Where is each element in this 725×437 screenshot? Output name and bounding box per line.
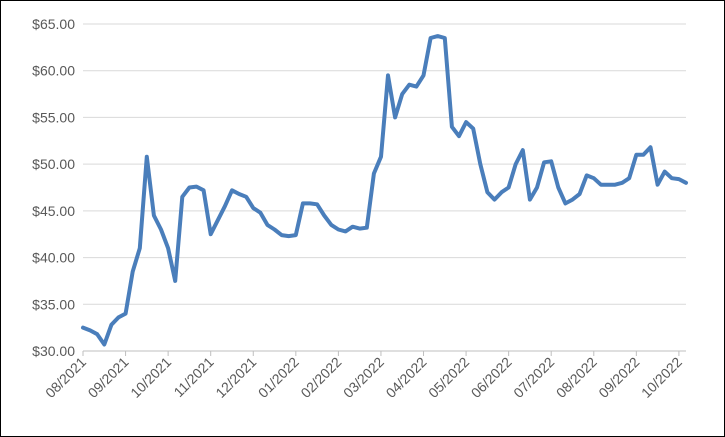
y-tick-label: $55.00 — [32, 109, 75, 125]
y-tick-label: $45.00 — [32, 203, 75, 219]
price-line — [81, 34, 688, 347]
y-tick-label: $35.00 — [32, 296, 75, 312]
y-tick-label: $50.00 — [32, 156, 75, 172]
y-tick-label: $30.00 — [32, 343, 75, 359]
y-tick-label: $60.00 — [32, 63, 75, 79]
y-tick-label: $65.00 — [32, 16, 75, 32]
y-tick-label: $40.00 — [32, 250, 75, 266]
